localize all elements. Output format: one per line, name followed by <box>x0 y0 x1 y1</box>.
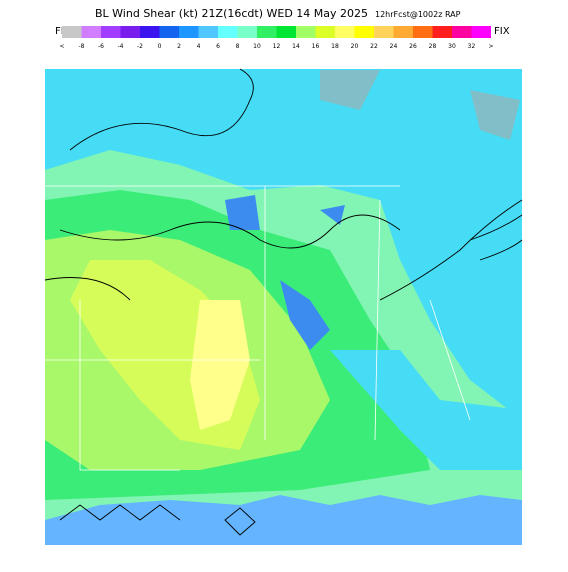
colorbar-swatch <box>374 26 394 38</box>
map <box>44 68 523 545</box>
colorbar-swatch <box>296 26 316 38</box>
colorbar-swatch <box>315 26 335 38</box>
colorbar-label: 30 <box>448 43 456 50</box>
colorbar-swatch <box>159 26 179 38</box>
fix-right: FIX <box>494 26 510 37</box>
colorbar-label: 16 <box>312 43 320 50</box>
colorbar-label: -4 <box>118 43 124 50</box>
colorbar-swatch <box>354 26 374 38</box>
colorbar-label: 6 <box>216 43 220 50</box>
colorbar-label: 0 <box>158 43 162 50</box>
colorbar-label: -6 <box>98 43 104 50</box>
colorbar-swatch <box>471 26 491 38</box>
colorbar-label: 26 <box>409 43 417 50</box>
colorbar-label: -8 <box>79 43 85 50</box>
colorbar-swatch <box>101 26 121 38</box>
colorbar-label: 20 <box>351 43 359 50</box>
colorbar-swatch <box>432 26 452 38</box>
colorbar-swatch <box>393 26 413 38</box>
colorbar-label: > <box>488 43 493 50</box>
colorbar-label: 18 <box>331 43 339 50</box>
colorbar-label: 2 <box>177 43 181 50</box>
colorbar-swatch <box>413 26 433 38</box>
colorbar-swatch <box>237 26 257 38</box>
colorbar-swatch <box>62 26 82 38</box>
title: BL Wind Shear (kt) 21Z(16cdt) WED 14 May… <box>95 7 368 20</box>
colorbar-swatch <box>81 26 101 38</box>
colorbar-label: 10 <box>253 43 261 50</box>
colorbar-label: 32 <box>468 43 476 50</box>
colorbar-label: 4 <box>197 43 201 50</box>
colorbar-swatch <box>179 26 199 38</box>
colorbar-swatch <box>198 26 218 38</box>
colorbar-label: 24 <box>390 43 398 50</box>
colorbar-swatch <box>257 26 277 38</box>
subtitle: 12hrFcst@1002z RAP <box>375 10 461 19</box>
colorbar-label: -2 <box>137 43 143 50</box>
colorbar-label: 28 <box>429 43 437 50</box>
colorbar-swatch <box>276 26 296 38</box>
colorbar-swatch <box>120 26 140 38</box>
colorbar-label: 22 <box>370 43 378 50</box>
colorbar-label: < <box>59 43 64 50</box>
colorbar: < -8 -6 -4 -2 0 2 4 6 8 10 12 14 16 18 20 22 24 26 28 30 32 > <box>59 26 494 50</box>
colorbar-label: 8 <box>236 43 240 50</box>
colorbar-swatch <box>452 26 472 38</box>
colorbar-swatch <box>335 26 355 38</box>
colorbar-label: 14 <box>292 43 300 50</box>
colorbar-label: 12 <box>273 43 281 50</box>
colorbar-swatch <box>218 26 238 38</box>
colorbar-swatch <box>140 26 160 38</box>
